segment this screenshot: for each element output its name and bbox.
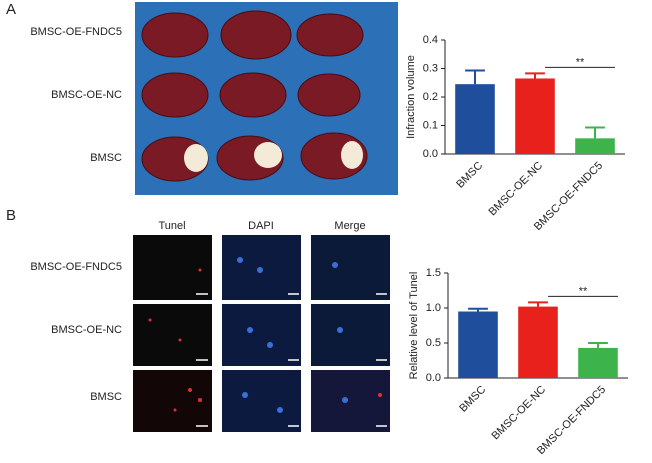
- y-axis-label: Relative level of Tunel: [408, 272, 420, 380]
- infarct-areas: [184, 141, 363, 172]
- x-tick-label: BMSC-OE-FNDC5: [532, 160, 605, 233]
- bar: [518, 306, 558, 378]
- x-tick-label: BMSC-OE-NC: [487, 160, 546, 219]
- row-label: BMSC: [90, 152, 122, 164]
- column-label: Merge: [334, 220, 365, 232]
- row-label: BMSC-OE-NC: [51, 89, 122, 101]
- y-axis-label: Infraction volume: [405, 55, 417, 139]
- row-label: BMSC-OE-FNDC5: [30, 261, 122, 273]
- y-tick-label: 0.0: [423, 148, 438, 160]
- column-label: DAPI: [248, 220, 274, 232]
- error-bar: [468, 307, 488, 312]
- x-tick-label: BMSC-OE-NC: [490, 384, 549, 443]
- error-bar: [528, 301, 548, 307]
- y-tick-label: 1.5: [426, 267, 441, 279]
- row-label: BMSC-OE-FNDC5: [30, 26, 122, 38]
- bar: [515, 78, 555, 154]
- y-tick-label: 0.2: [423, 91, 438, 103]
- bar: [575, 138, 615, 154]
- error-bar: [585, 126, 605, 139]
- y-tick-label: 0.0: [426, 372, 441, 384]
- y-tick-label: 1.0: [426, 302, 441, 314]
- column-label: Tunel: [158, 220, 185, 232]
- x-tick-label: BMSC: [454, 160, 485, 191]
- x-tick-label: BMSC: [457, 384, 488, 415]
- significance-label: **: [579, 285, 588, 297]
- error-bar: [465, 69, 485, 85]
- error-bar: [525, 72, 545, 79]
- row-label: BMSC: [90, 391, 122, 403]
- x-tick-label: BMSC-OE-FNDC5: [535, 384, 608, 457]
- y-tick-label: 0.3: [423, 62, 438, 74]
- significance-label: **: [576, 56, 585, 68]
- panel-label: A: [6, 1, 16, 18]
- bar: [458, 311, 498, 378]
- bar: [455, 84, 495, 154]
- micrographs: [133, 235, 390, 432]
- y-tick-label: 0.4: [423, 34, 438, 46]
- bar: [578, 347, 618, 378]
- y-tick-label: 0.1: [423, 119, 438, 131]
- y-tick-label: 0.5: [426, 337, 441, 349]
- panel-label: B: [6, 207, 16, 224]
- error-bar: [588, 342, 608, 348]
- row-label: BMSC-OE-NC: [51, 324, 122, 336]
